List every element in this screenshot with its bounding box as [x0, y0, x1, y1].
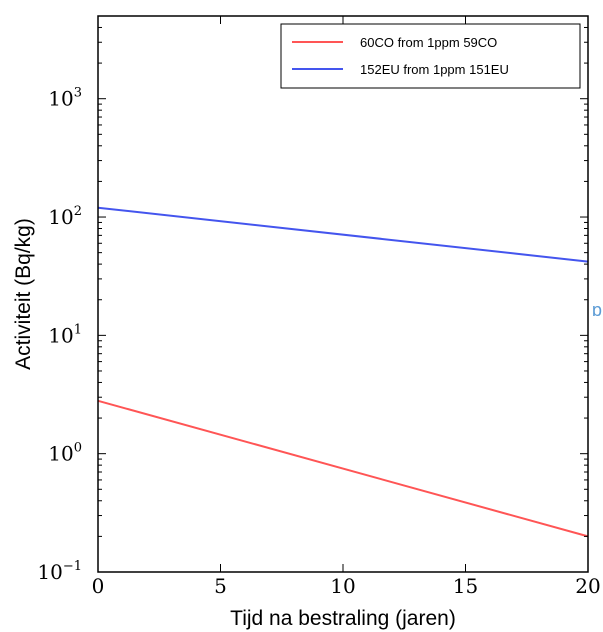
series-line-1: [97, 206, 589, 263]
series-line-0: [97, 399, 589, 538]
y-axis-label: Activiteit (Bq/kg): [12, 218, 35, 370]
y-tick-label-1: 100: [48, 441, 82, 466]
legend-label-eu: 152EU from 1ppm 151EU: [360, 62, 509, 77]
x-tick-label-4: 20: [575, 574, 600, 598]
x-tick-label-3: 15: [453, 574, 478, 598]
legend-label-co: 60CO from 1ppm 59CO: [360, 35, 497, 50]
legend: 60CO from 1ppm 59CO 152EU from 1ppm 151E…: [280, 23, 581, 89]
plot-frame: [97, 15, 589, 573]
tick-label-layer: 0 5 10 15 20 10−1 100 101 102 103: [37, 86, 600, 598]
x-axis-label: Tijd na bestraling (jaren): [230, 607, 456, 630]
x-tick-label-1: 5: [214, 574, 227, 598]
y-tick-label-0: 10−1: [37, 559, 82, 584]
y-tick-label-4: 103: [48, 86, 82, 111]
x-tick-label-2: 10: [330, 574, 355, 598]
y-tick-label-3: 102: [48, 204, 82, 229]
series-layer: [97, 206, 589, 538]
tick-layer: [97, 16, 589, 573]
cropped-edge-glyph: ɒ: [592, 300, 602, 320]
x-tick-label-0: 0: [92, 574, 105, 598]
y-tick-label-2: 101: [48, 322, 82, 347]
legend-box: [280, 23, 581, 89]
